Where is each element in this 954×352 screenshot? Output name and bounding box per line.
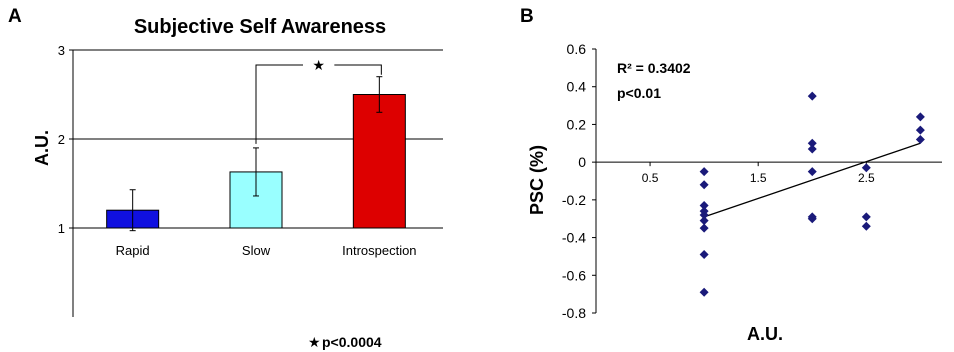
bar-introspection	[352, 94, 406, 229]
scatter-point-9	[807, 91, 817, 101]
scatter-point-11	[807, 144, 817, 154]
scatter-point-16	[861, 212, 871, 222]
scatter-point-12	[807, 167, 817, 177]
scatter-point-19	[915, 125, 925, 135]
chart-b-xlabel: A.U.	[747, 324, 783, 344]
significance-footnote: p<0.0004	[322, 334, 382, 350]
panel-b-letter: B	[520, 6, 534, 27]
scatter-point-20	[915, 135, 925, 145]
scatter-point-6	[699, 223, 709, 233]
ytick-label-b-6: -0.6	[562, 267, 586, 283]
scatter-point-14	[807, 214, 817, 224]
scatter-point-1	[699, 180, 709, 190]
category-label-slow: Slow	[242, 243, 271, 258]
ytick-label-b-0: 0.6	[567, 41, 587, 57]
significance-star: ★	[312, 57, 325, 73]
chart-a-plot: 1 2 3 Rapid Slow Introspection ★	[58, 43, 443, 317]
ytick-label-b-5: -0.4	[562, 230, 586, 246]
scatter-point-18	[915, 112, 925, 122]
scatter-point-4	[699, 210, 709, 220]
category-label-introspection: Introspection	[342, 243, 416, 258]
significance-footnote-star: ★	[308, 334, 321, 350]
p-value-label: p<0.01	[617, 85, 661, 101]
ytick-label-b-7: -0.8	[562, 305, 586, 321]
xtick-label-b-0: 0.5	[642, 171, 659, 185]
ytick-label-b-4: -0.2	[562, 192, 586, 208]
chart-a-ylabel: A.U.	[32, 130, 52, 166]
xtick-label-b-2: 2.5	[858, 171, 875, 185]
xtick-label-b-1: 1.5	[750, 171, 767, 185]
scatter-point-10	[807, 138, 817, 148]
trendline	[703, 142, 921, 218]
scatter-point-7	[699, 250, 709, 260]
significance-bracket	[255, 64, 382, 144]
scatter-point-2	[699, 201, 709, 211]
ytick-label-b-2: 0.2	[567, 116, 587, 132]
r-squared-label: R² = 0.3402	[617, 60, 691, 76]
ytick-label-a-2: 3	[58, 43, 65, 58]
chart-b-ylabel: PSC (%)	[527, 145, 547, 215]
panel-a-letter: A	[8, 6, 22, 27]
scatter-point-15	[861, 163, 871, 173]
scatter-point-5	[699, 216, 709, 226]
ytick-label-b-3: 0	[578, 154, 586, 170]
scatter-point-0	[699, 167, 709, 177]
category-label-rapid: Rapid	[116, 243, 150, 258]
scatter-point-17	[861, 221, 871, 231]
ytick-label-b-1: 0.4	[567, 79, 587, 95]
chart-b-plot: 0.6 0.4 0.2 0 -0.2 -0.4 -0.6 -0.8 0.5 1.5 2.5	[562, 41, 942, 321]
chart-a-title: Subjective Self Awareness	[134, 16, 386, 38]
scatter-point-8	[699, 287, 709, 297]
ytick-label-a-1: 2	[58, 132, 65, 147]
bar-slow	[229, 171, 283, 229]
ytick-label-a-0: 1	[58, 221, 65, 236]
